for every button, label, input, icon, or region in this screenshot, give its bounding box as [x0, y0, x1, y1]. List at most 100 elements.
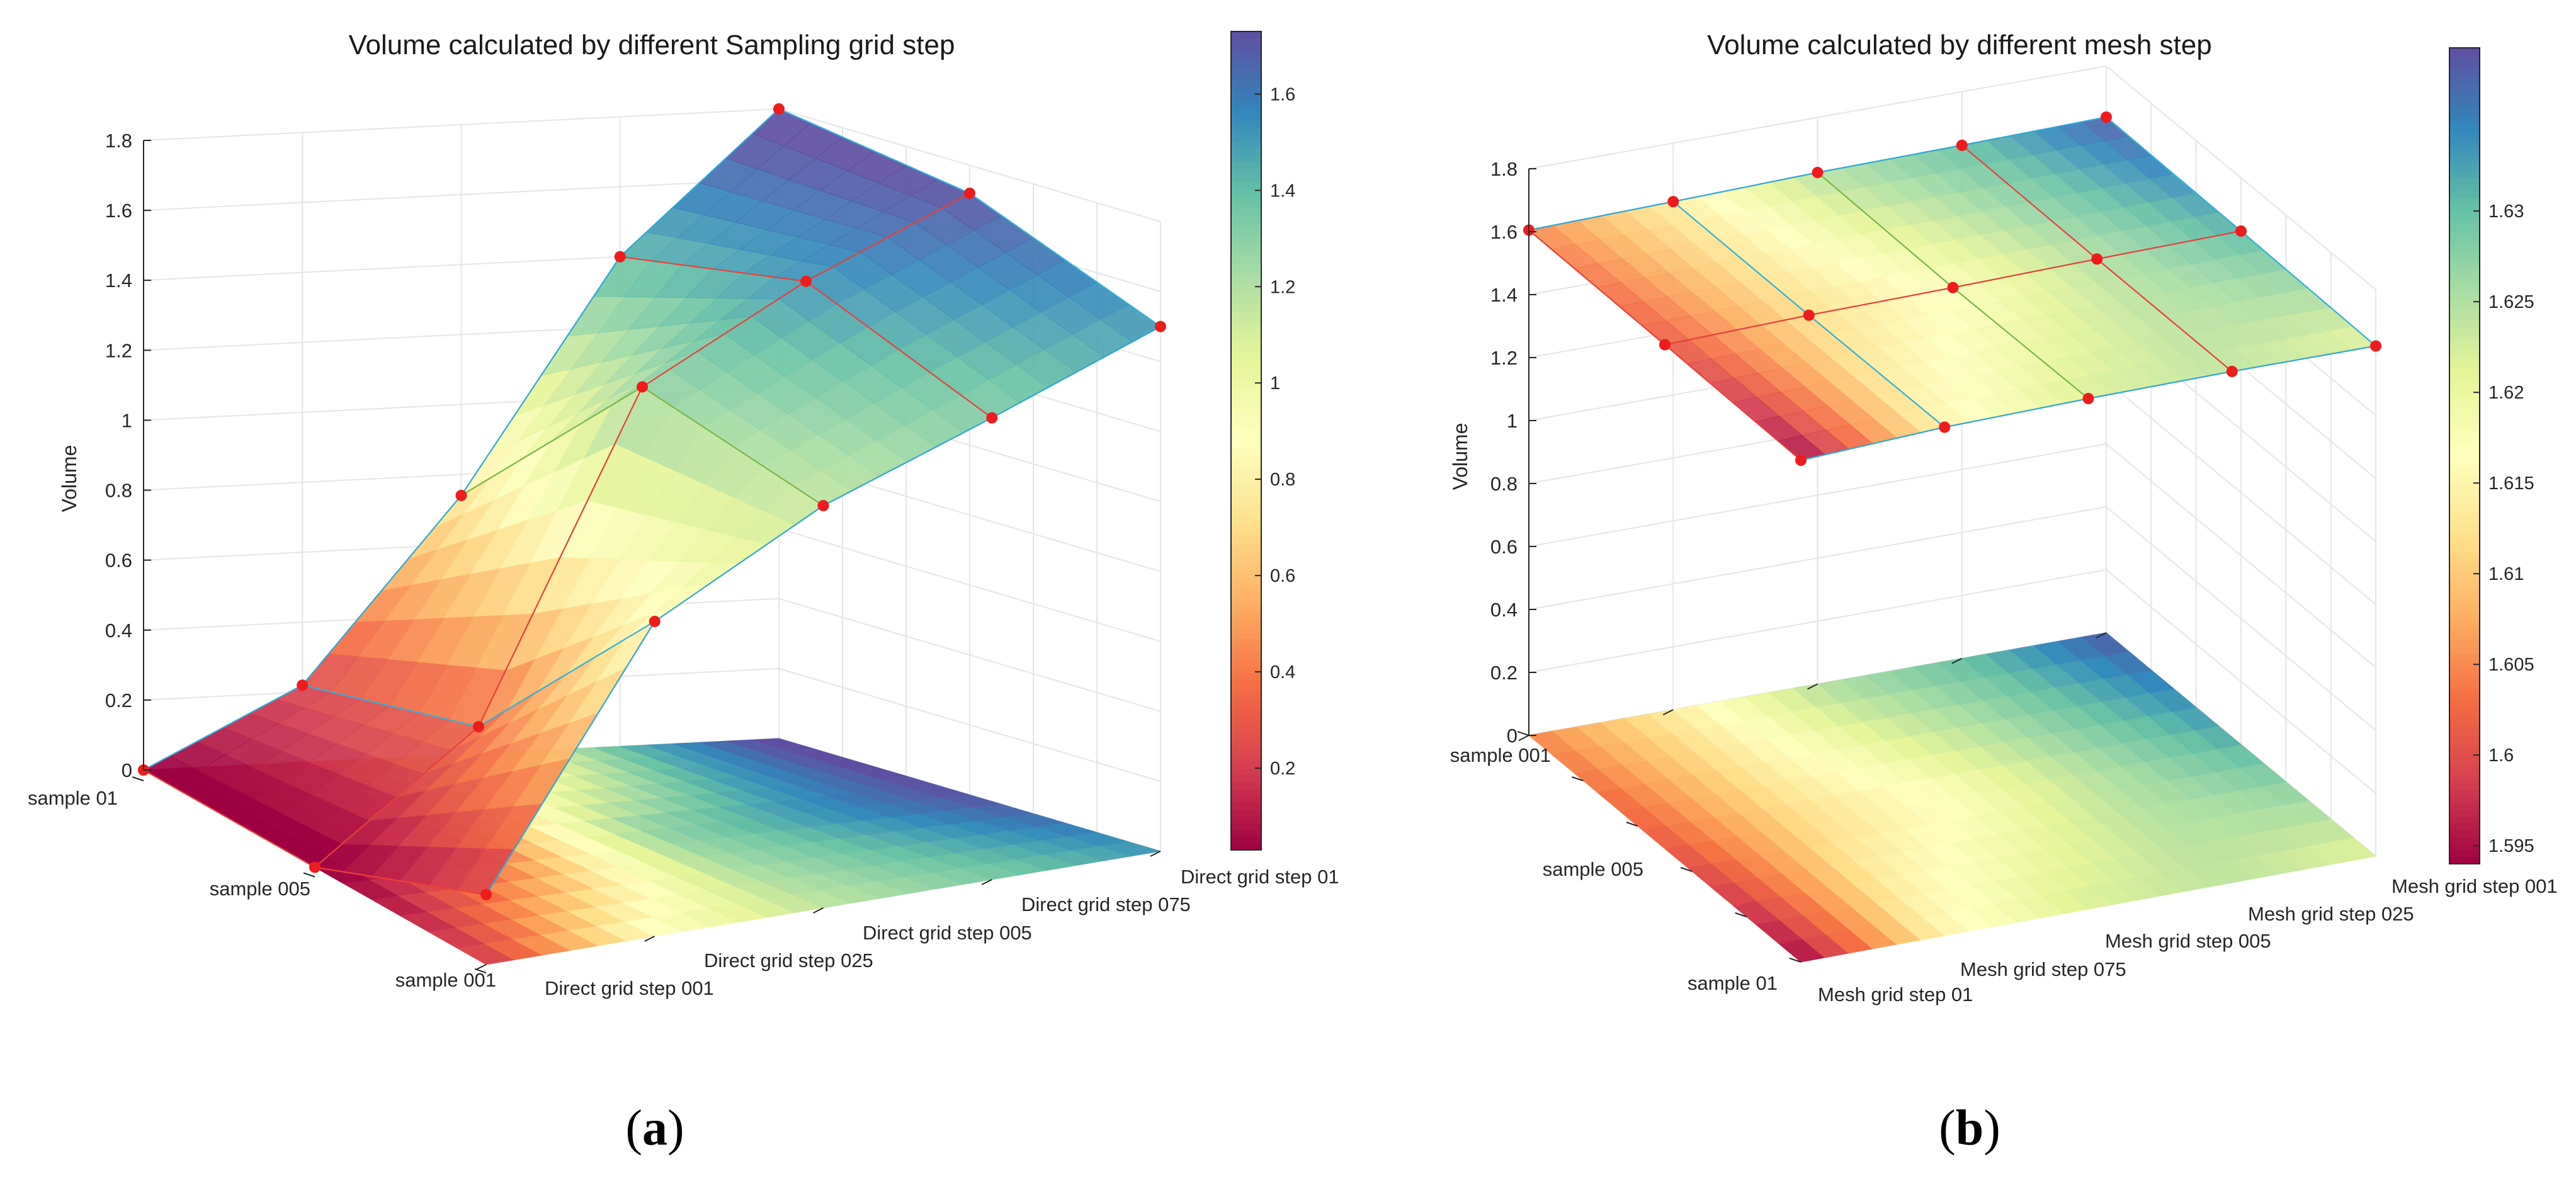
- z-axis-label: Volume: [58, 445, 81, 513]
- colorbar-swatch: [1231, 788, 1261, 796]
- colorbar-swatch: [2449, 129, 2480, 137]
- colorbar-swatch: [2449, 48, 2480, 55]
- colorbar-tick-label: 1.61: [2488, 564, 2524, 584]
- z-tick-label: 0.8: [105, 480, 132, 502]
- panel-label: (a): [625, 1101, 684, 1156]
- colorbar-swatch: [2449, 585, 2480, 592]
- colorbar-swatch: [1231, 584, 1261, 592]
- colorbar-frame: [1230, 31, 1262, 851]
- colorbar-swatch: [1231, 195, 1261, 203]
- colorbar-swatch: [1231, 188, 1261, 196]
- x-tick-label: Direct grid step 075: [1021, 893, 1191, 915]
- colorbar-swatch: [2449, 272, 2480, 280]
- data-point: [649, 616, 661, 627]
- colorbar-swatch: [2449, 190, 2480, 198]
- colorbar-swatch: [2449, 537, 2480, 545]
- y-tick-label: sample 005: [210, 878, 310, 900]
- colorbar-swatch: [1231, 338, 1261, 346]
- colorbar-swatch: [1231, 263, 1261, 271]
- colorbar-swatch: [1231, 611, 1261, 619]
- chart-title: Volume calculated by different mesh step: [1707, 30, 2211, 60]
- data-point: [480, 888, 492, 900]
- colorbar-swatch: [2449, 503, 2480, 511]
- colorbar-swatch: [1231, 631, 1261, 640]
- colorbar-swatch: [1231, 86, 1261, 94]
- y-tick-mark: [1626, 822, 1638, 827]
- colorbar-swatch: [2449, 54, 2480, 62]
- data-point: [1667, 196, 1679, 208]
- colorbar-swatch: [2449, 809, 2480, 817]
- colorbar-swatch: [1231, 795, 1261, 803]
- colorbar-swatch: [1231, 249, 1261, 258]
- colorbar-swatch: [2449, 802, 2480, 810]
- y-tick-mark: [1735, 912, 1747, 917]
- z-tick-label: 1.4: [105, 269, 132, 292]
- colorbar-swatch: [2449, 88, 2480, 96]
- colorbar-swatch: [1231, 577, 1261, 585]
- chart-title: Volume calculated by different Sampling …: [349, 30, 955, 60]
- colorbar-swatch: [1231, 352, 1261, 360]
- y-tick-mark: [474, 968, 487, 973]
- colorbar-swatch: [1231, 270, 1261, 278]
- colorbar-swatch: [1231, 774, 1261, 783]
- x-tick-mark: [475, 964, 487, 970]
- data-point: [773, 103, 785, 115]
- colorbar-swatch: [2449, 571, 2480, 579]
- data-point: [1659, 339, 1671, 351]
- y-tick-label: sample 01: [28, 787, 118, 809]
- data-point: [2370, 340, 2381, 352]
- colorbar-swatch: [2449, 320, 2480, 327]
- colorbar-swatch: [2449, 354, 2480, 361]
- colorbar-swatch: [1231, 283, 1261, 292]
- colorbar-swatch: [1231, 65, 1261, 73]
- z-axis-label: Volume: [1449, 423, 1472, 490]
- data-point: [2082, 393, 2094, 404]
- colorbar-swatch: [2449, 116, 2480, 123]
- colorbar-swatch: [2449, 680, 2480, 688]
- colorbar-swatch: [1231, 393, 1261, 400]
- colorbar-swatch: [1231, 427, 1261, 435]
- colorbar-swatch: [1231, 468, 1261, 476]
- colorbar-swatch: [1231, 523, 1261, 530]
- colorbar-swatch: [2449, 75, 2480, 82]
- z-tick-labels: 0 0.2 0.4 0.6 0.8 1 1.2 1.4 1.6 1.8: [105, 130, 1161, 973]
- y-tick-label: sample 001: [395, 969, 496, 991]
- colorbar-swatch: [1231, 747, 1261, 756]
- colorbar-swatch: [1231, 372, 1261, 380]
- colorbar-swatch: [1231, 413, 1261, 421]
- colorbar-swatch: [2449, 231, 2480, 239]
- colorbar-swatch: [1231, 536, 1261, 544]
- colorbar-swatch: [2449, 707, 2480, 715]
- colorbar-swatch: [1231, 127, 1261, 135]
- colorbar-swatch: [2449, 306, 2480, 314]
- colorbar-swatch: [2449, 122, 2480, 130]
- colorbar-swatch: [1231, 311, 1261, 319]
- y-tick-mark: [1680, 867, 1693, 872]
- colorbar-swatch: [2449, 551, 2480, 558]
- data-point: [1939, 421, 1951, 433]
- colorbar-swatch: [1231, 502, 1261, 510]
- colorbar-swatch: [2449, 374, 2480, 382]
- colorbar-swatch: [1231, 482, 1261, 489]
- colorbar-swatch: [1231, 672, 1261, 681]
- colorbar-swatch: [2449, 510, 2480, 518]
- z-tick-label: 1.6: [1490, 221, 1518, 243]
- colorbar-swatch: [2449, 177, 2480, 184]
- colorbar-swatch: [2449, 741, 2480, 749]
- colorbar-swatch: [1231, 665, 1261, 674]
- colorbar-swatch: [2449, 184, 2480, 191]
- colorbar-swatch: [2449, 401, 2480, 409]
- colorbar-swatch: [2449, 347, 2480, 354]
- colorbar-swatch: [1231, 495, 1261, 503]
- x-tick-mark: [644, 936, 655, 942]
- colorbar-swatch: [2449, 782, 2480, 790]
- colorbar-swatch: [2449, 612, 2480, 620]
- colorbar-swatch: [1231, 242, 1261, 251]
- colorbar-swatch: [2449, 626, 2480, 633]
- data-point: [1795, 455, 1807, 466]
- colorbar-swatch: [2449, 476, 2480, 484]
- colorbar-swatch: [2449, 734, 2480, 742]
- colorbar-swatch: [1231, 727, 1261, 735]
- colorbar-swatch: [1231, 604, 1261, 612]
- colorbar-swatch: [1231, 52, 1261, 60]
